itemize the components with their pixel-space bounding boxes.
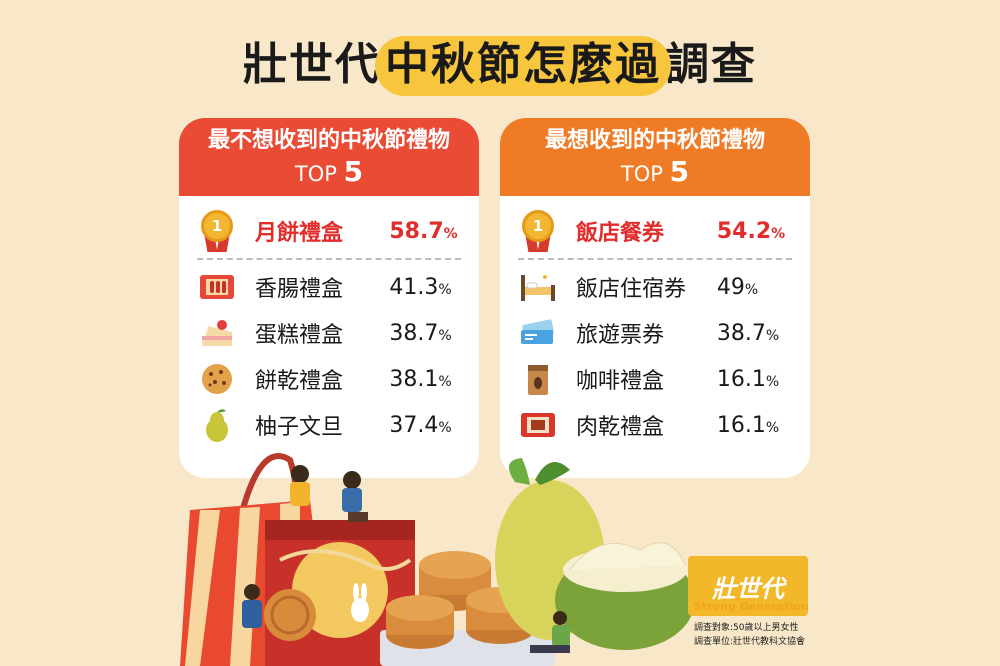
least-wanted-panel: 最不想收到的中秋節禮物 TOP 5 1 月餅禮盒 58.7% 香腸禮盒 41.3… <box>179 118 479 478</box>
ticket-icon <box>518 313 558 353</box>
most-wanted-heading: 最想收到的中秋節禮物 <box>544 128 765 153</box>
item-value: 38.1% <box>389 366 452 392</box>
item-name: 旅遊票券 <box>576 323 665 348</box>
list-item: 柚子文旦 37.4% <box>197 402 461 448</box>
item-value: 58.7% <box>389 218 458 244</box>
title-prefix: 壯世代 <box>243 39 381 90</box>
cookie-icon <box>197 359 237 399</box>
item-name: 香腸禮盒 <box>255 277 344 302</box>
list-item: 咖啡禮盒 16.1% <box>518 356 792 402</box>
top-num: 5 <box>669 155 690 188</box>
coffee-bag-icon <box>518 359 558 399</box>
item-name: 餅乾禮盒 <box>255 369 344 394</box>
item-name: 月餅禮盒 <box>255 221 344 246</box>
cake-icon <box>197 313 237 353</box>
most-wanted-header: 最想收到的中秋節禮物 TOP 5 <box>500 118 810 196</box>
most-wanted-top: TOP 5 <box>500 156 810 190</box>
least-wanted-heading: 最不想收到的中秋節禮物 <box>207 128 450 153</box>
item-value: 54.2% <box>716 218 786 244</box>
list-item: 蛋糕禮盒 38.7% <box>197 310 461 356</box>
list-item: 肉乾禮盒 16.1% <box>518 402 792 448</box>
item-name: 柚子文旦 <box>255 415 344 440</box>
item-value: 38.7% <box>716 320 780 346</box>
item-value: 49% <box>716 274 759 300</box>
survey-unit-note: 調查單位:壯世代教科文協會 <box>694 637 806 647</box>
top-label: TOP <box>294 162 337 186</box>
item-name: 肉乾禮盒 <box>576 415 665 440</box>
item-name: 咖啡禮盒 <box>576 369 665 394</box>
top-num: 5 <box>343 155 364 188</box>
medal-icon: 1 <box>518 210 558 252</box>
item-value: 37.4% <box>389 412 452 438</box>
item-value: 41.3% <box>389 274 452 300</box>
item-value: 16.1% <box>716 366 780 392</box>
jerky-box-icon <box>518 405 558 445</box>
page-title: 壯世代中秋節怎麼過調查 <box>0 30 1000 100</box>
list-item: 旅遊票券 38.7% <box>518 310 792 356</box>
item-value: 16.1% <box>716 412 780 438</box>
pomelo-icon <box>197 405 237 445</box>
list-item: 1 飯店餐券 54.2% <box>518 204 792 260</box>
festival-illustration <box>180 453 695 666</box>
survey-target-note: 調查對象:50歲以上男女性 <box>694 623 799 633</box>
hotel-bed-icon <box>518 267 558 307</box>
list-item: 飯店住宿券 49% <box>518 264 792 310</box>
title-highlight: 中秋節怎麼過 <box>375 30 671 100</box>
list-item: 餅乾禮盒 38.1% <box>197 356 461 402</box>
title-suffix: 調查 <box>665 39 757 90</box>
item-name: 飯店餐券 <box>576 221 665 246</box>
list-item: 1 月餅禮盒 58.7% <box>197 204 461 260</box>
most-wanted-list: 1 飯店餐券 54.2% 飯店住宿券 49% 旅遊票券 38.7% 咖啡禮盒 1… <box>500 196 810 448</box>
medal-icon: 1 <box>197 210 237 252</box>
least-wanted-top: TOP 5 <box>179 156 479 190</box>
most-wanted-panel: 最想收到的中秋節禮物 TOP 5 1 飯店餐券 54.2% 飯店住宿券 49% … <box>500 118 810 478</box>
least-wanted-list: 1 月餅禮盒 58.7% 香腸禮盒 41.3% 蛋糕禮盒 38.7% 餅乾禮盒 … <box>179 196 479 448</box>
brand-subtitle: Strong Generation <box>694 600 809 613</box>
top-label: TOP <box>620 162 663 186</box>
item-name: 飯店住宿券 <box>576 277 687 302</box>
sausage-box-icon <box>197 267 237 307</box>
brand-logo: 壯世代 <box>688 556 808 616</box>
least-wanted-header: 最不想收到的中秋節禮物 TOP 5 <box>179 118 479 196</box>
item-value: 38.7% <box>389 320 452 346</box>
item-name: 蛋糕禮盒 <box>255 323 344 348</box>
list-item: 香腸禮盒 41.3% <box>197 264 461 310</box>
